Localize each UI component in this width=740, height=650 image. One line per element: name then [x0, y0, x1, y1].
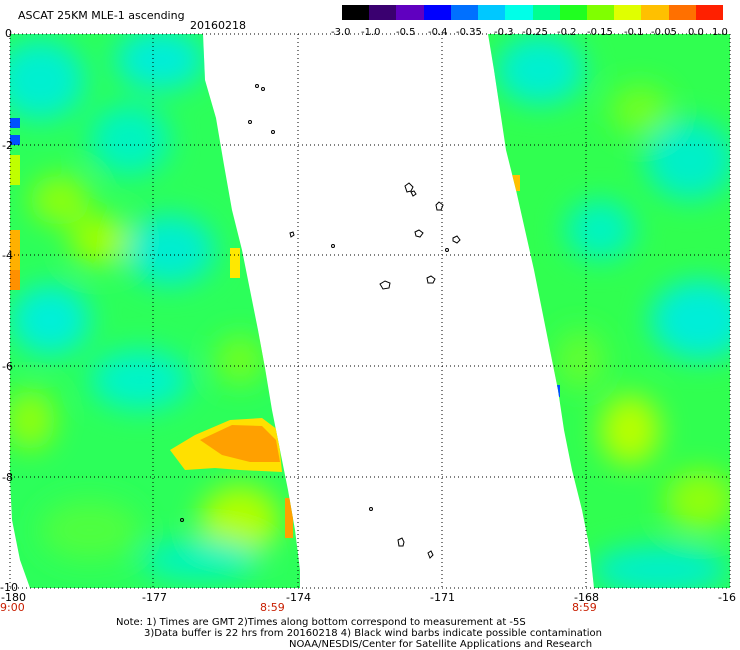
colorbar-label: -0.1	[624, 27, 644, 38]
colorbar-segment	[668, 5, 696, 20]
lon-label: -171	[430, 591, 455, 604]
colorbar-label: -3.0	[331, 27, 351, 38]
colorbar-label: -0.35	[456, 27, 482, 38]
colorbar-label: -0.4	[428, 27, 448, 38]
time-label: 9:00	[0, 601, 25, 614]
colorbar-label: -0.05	[651, 27, 677, 38]
colorbar-segment	[641, 5, 669, 20]
right-swath	[488, 34, 730, 588]
colorbar-segment	[505, 5, 533, 20]
lat-label: -2	[2, 139, 13, 152]
lat-label: -4	[2, 249, 13, 262]
map-date: 20160218	[190, 19, 246, 32]
colorbar-label: -0.3	[494, 27, 514, 38]
colorbar-segment	[478, 5, 506, 20]
note-line-3: NOAA/NESDIS/Center for Satellite Applica…	[289, 639, 593, 650]
lat-label: -6	[2, 360, 13, 373]
colorbar-segment	[532, 5, 560, 20]
colorbar	[342, 5, 724, 20]
time-label: 8:59	[572, 601, 597, 614]
colorbar-label: -0.15	[587, 27, 613, 38]
colorbar-segment	[695, 5, 724, 20]
colorbar-label: -0.5	[396, 27, 416, 38]
note-line-2: 3)Data buffer is 22 hrs from 20160218 4)…	[144, 628, 602, 639]
lat-label: -8	[2, 471, 13, 484]
colorbar-segment	[559, 5, 587, 20]
colorbar-segment	[450, 5, 479, 20]
colorbar-label: -1.0	[361, 27, 381, 38]
colorbar-label: 1.0	[712, 27, 728, 38]
map-title: ASCAT 25KM MLE-1 ascending	[18, 9, 185, 22]
grid	[9, 33, 731, 589]
colorbar-segment	[396, 5, 424, 20]
lon-label: -180	[1, 591, 26, 604]
time-label: 8:59	[260, 601, 285, 614]
colorbar-label: -0.2	[557, 27, 577, 38]
lon-label: -168	[574, 591, 599, 604]
note-line-1: Note: 1) Times are GMT 2)Times along bot…	[116, 617, 526, 628]
left-swath	[10, 34, 300, 588]
colorbar-label: 0.0	[688, 27, 704, 38]
island-outlines	[180, 84, 461, 559]
lon-label: -177	[142, 591, 167, 604]
colorbar-segment	[423, 5, 451, 20]
colorbar-segment	[369, 5, 397, 20]
colorbar-segment	[586, 5, 615, 20]
lon-label: -16	[718, 591, 736, 604]
colorbar-segment	[342, 5, 370, 20]
lon-label: -174	[286, 591, 311, 604]
colorbar-segment	[614, 5, 642, 20]
lat-label: 0	[5, 27, 12, 40]
colorbar-label: -0.25	[522, 27, 548, 38]
lat-label: -10	[0, 581, 18, 594]
